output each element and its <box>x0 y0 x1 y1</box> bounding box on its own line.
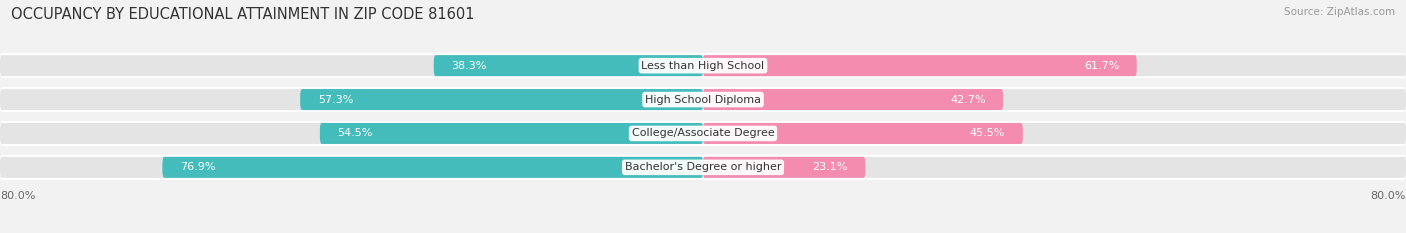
Text: 38.3%: 38.3% <box>451 61 486 71</box>
FancyBboxPatch shape <box>301 89 703 110</box>
FancyBboxPatch shape <box>163 157 703 178</box>
Text: Source: ZipAtlas.com: Source: ZipAtlas.com <box>1284 7 1395 17</box>
Text: 57.3%: 57.3% <box>318 95 353 105</box>
Text: 76.9%: 76.9% <box>180 162 215 172</box>
FancyBboxPatch shape <box>0 53 1406 78</box>
Text: 42.7%: 42.7% <box>950 95 986 105</box>
Text: 61.7%: 61.7% <box>1084 61 1119 71</box>
FancyBboxPatch shape <box>0 123 1406 144</box>
FancyBboxPatch shape <box>703 55 1136 76</box>
FancyBboxPatch shape <box>0 121 1406 146</box>
Text: Less than High School: Less than High School <box>641 61 765 71</box>
FancyBboxPatch shape <box>0 87 1406 112</box>
FancyBboxPatch shape <box>434 55 703 76</box>
FancyBboxPatch shape <box>321 123 703 144</box>
Text: Bachelor's Degree or higher: Bachelor's Degree or higher <box>624 162 782 172</box>
Text: 23.1%: 23.1% <box>813 162 848 172</box>
FancyBboxPatch shape <box>703 123 1024 144</box>
Text: 80.0%: 80.0% <box>1371 191 1406 201</box>
FancyBboxPatch shape <box>0 55 1406 76</box>
Text: 80.0%: 80.0% <box>0 191 35 201</box>
FancyBboxPatch shape <box>0 155 1406 180</box>
Text: College/Associate Degree: College/Associate Degree <box>631 128 775 138</box>
Text: High School Diploma: High School Diploma <box>645 95 761 105</box>
FancyBboxPatch shape <box>703 157 866 178</box>
Text: 54.5%: 54.5% <box>337 128 373 138</box>
Text: 45.5%: 45.5% <box>970 128 1005 138</box>
FancyBboxPatch shape <box>0 89 1406 110</box>
FancyBboxPatch shape <box>703 89 1004 110</box>
Text: OCCUPANCY BY EDUCATIONAL ATTAINMENT IN ZIP CODE 81601: OCCUPANCY BY EDUCATIONAL ATTAINMENT IN Z… <box>11 7 475 22</box>
FancyBboxPatch shape <box>0 157 1406 178</box>
